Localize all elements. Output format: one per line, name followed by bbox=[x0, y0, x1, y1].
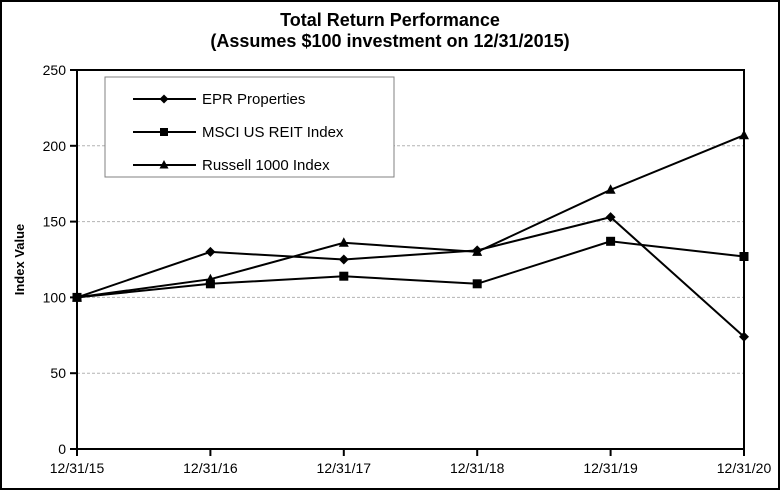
chart-title-block: Total Return Performance (Assumes $100 i… bbox=[2, 10, 778, 52]
legend-label-epr-properties: EPR Properties bbox=[202, 91, 305, 108]
legend-triangle-icon bbox=[159, 160, 169, 169]
series-point-russell-1000-index-4 bbox=[605, 184, 616, 194]
series-point-russell-1000-index-1 bbox=[205, 273, 216, 284]
series-point-russell-1000-index-2 bbox=[338, 237, 349, 247]
series-point-epr-properties-4 bbox=[605, 212, 616, 223]
chart-subtitle: (Assumes $100 investment on 12/31/2015) bbox=[210, 31, 570, 51]
series-line-russell-1000-index bbox=[76, 134, 745, 299]
series-point-msci-us-reit-index-4 bbox=[606, 236, 616, 246]
series-point-russell-1000-index-3 bbox=[472, 246, 483, 256]
x-tick-label-0: 12/31/15 bbox=[50, 460, 105, 476]
legend-label-russell-1000-index: Russell 1000 Index bbox=[202, 157, 330, 174]
y-tick-label-250: 250 bbox=[43, 62, 67, 78]
x-tick-label-4: 12/31/19 bbox=[583, 460, 638, 476]
legend-label-msci-us-reit-index: MSCI US REIT Index bbox=[202, 124, 344, 141]
series-point-msci-us-reit-index-1 bbox=[205, 279, 215, 289]
x-tick-label-5: 12/31/20 bbox=[717, 460, 772, 476]
series-line-msci-us-reit-index bbox=[76, 240, 745, 299]
y-tick-label-50: 50 bbox=[50, 365, 66, 381]
series-point-russell-1000-index-0 bbox=[72, 291, 82, 302]
legend-square-icon bbox=[160, 128, 168, 136]
y-tick-label-150: 150 bbox=[43, 214, 67, 230]
series-line-epr-properties bbox=[76, 216, 745, 338]
series-point-msci-us-reit-index-3 bbox=[472, 279, 482, 289]
legend-box bbox=[104, 76, 395, 178]
x-tick-label-1: 12/31/16 bbox=[183, 460, 238, 476]
series-point-russell-1000-index-5 bbox=[739, 129, 749, 140]
y-tick-label-200: 200 bbox=[43, 138, 67, 154]
chart-title: Total Return Performance bbox=[280, 10, 500, 30]
series-point-epr-properties-5 bbox=[739, 331, 749, 342]
series-point-msci-us-reit-index-5 bbox=[739, 252, 749, 261]
x-tick-label-2: 12/31/17 bbox=[317, 460, 372, 476]
series-point-msci-us-reit-index-2 bbox=[339, 271, 349, 281]
y-tick-label-100: 100 bbox=[43, 289, 67, 305]
series-point-epr-properties-2 bbox=[338, 254, 349, 265]
legend-diamond-icon bbox=[159, 94, 169, 104]
x-tick-label-3: 12/31/18 bbox=[450, 460, 505, 476]
series-point-epr-properties-1 bbox=[205, 246, 216, 257]
y-tick-label-0: 0 bbox=[58, 441, 66, 457]
y-axis-title: Index Value bbox=[12, 224, 27, 296]
